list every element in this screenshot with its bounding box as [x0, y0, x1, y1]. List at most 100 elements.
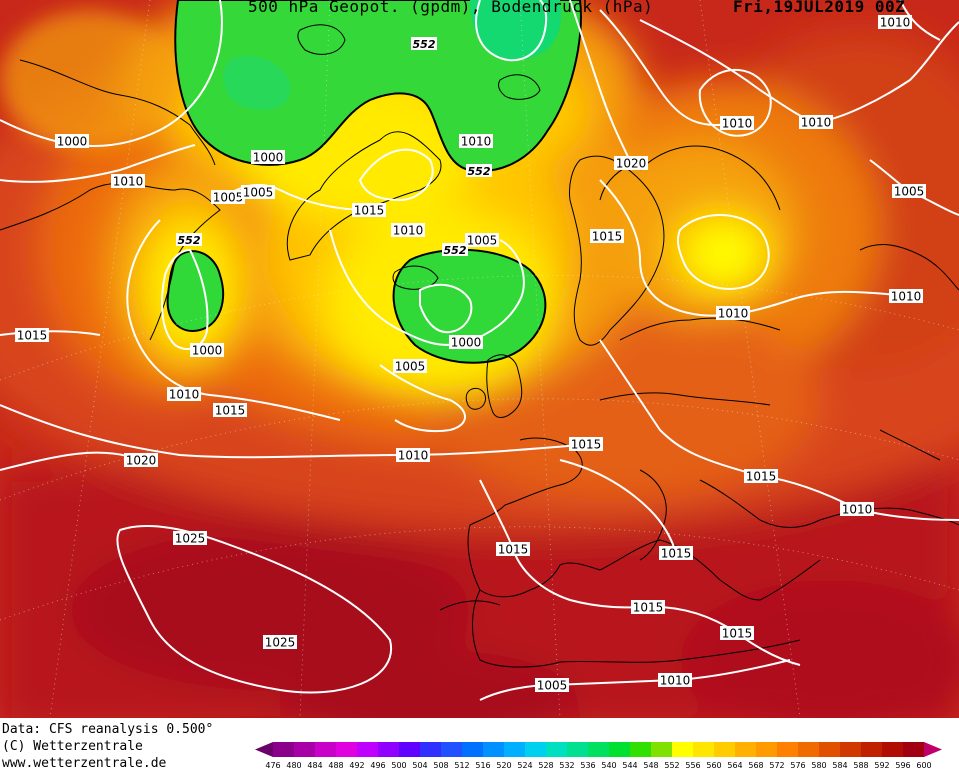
- isobar-label: 1015: [659, 546, 693, 561]
- legend-swatch: [525, 742, 546, 757]
- isobar-label: 1000: [251, 150, 285, 165]
- isobar-label: 1000: [55, 134, 89, 149]
- legend-tick-label: 540: [601, 761, 616, 770]
- isobar-label: 1010: [878, 15, 912, 30]
- legend-tick-label: 528: [538, 761, 553, 770]
- isobar-value: 1010: [880, 16, 911, 30]
- legend-swatch: [735, 742, 756, 757]
- legend-swatch: [609, 742, 630, 757]
- legend-tick-label: 588: [853, 761, 868, 770]
- legend-swatch: [630, 742, 651, 757]
- isobar-value: 1015: [661, 547, 692, 561]
- legend-tick-label: 484: [307, 761, 322, 770]
- isobar-label: 1010: [167, 387, 201, 402]
- isobar-label: 1015: [590, 229, 624, 244]
- legend-swatch: [777, 742, 798, 757]
- legend-swatch: [420, 742, 441, 757]
- isobar-label: 1015: [720, 626, 754, 641]
- legend-swatch: [861, 742, 882, 757]
- legend-tick-label: 500: [391, 761, 406, 770]
- legend-swatch: [378, 742, 399, 757]
- legend-swatch: [588, 742, 609, 757]
- legend-max-arrow: [924, 742, 942, 757]
- legend-tick-label: 524: [517, 761, 532, 770]
- isobar-value: 1010: [801, 116, 832, 130]
- geopotential-value: 552: [178, 234, 201, 247]
- isobar-label: 1005: [465, 233, 499, 248]
- isobar-value: 1000: [451, 336, 482, 350]
- color-field: [0, 0, 959, 718]
- isobar-value: 1010: [718, 307, 749, 321]
- isobar-value: 1010: [891, 290, 922, 304]
- legend-tick-label: 596: [895, 761, 910, 770]
- geopotential-label: 552: [466, 164, 492, 178]
- isobar-label: 1015: [631, 600, 665, 615]
- isobar-value: 1000: [192, 344, 223, 358]
- isobar-value: 1005: [395, 360, 426, 374]
- legend-tick-label: 576: [790, 761, 805, 770]
- isobar-label: 1025: [173, 531, 207, 546]
- isobar-value: 1005: [894, 185, 925, 199]
- isobar-value: 1025: [265, 636, 296, 650]
- low-geopotential-areas: [166, 0, 582, 364]
- isobar-label: 1015: [496, 542, 530, 557]
- geopotential-value: 552: [468, 165, 491, 178]
- isobar-label: 1005: [535, 678, 569, 693]
- isobar-label: 1000: [449, 335, 483, 350]
- isobar-value: 1015: [633, 601, 664, 615]
- legend-tick-label: 508: [433, 761, 448, 770]
- legend-tick-label: 520: [496, 761, 511, 770]
- legend-tick-label: 536: [580, 761, 595, 770]
- isobar-label: 1000: [190, 343, 224, 358]
- legend-swatch: [672, 742, 693, 757]
- legend-tick-label: 496: [370, 761, 385, 770]
- legend-tick-label: 584: [832, 761, 847, 770]
- legend-tick-label: 504: [412, 761, 427, 770]
- isobar-value: 1015: [17, 329, 48, 343]
- isobar-value: 1005: [537, 679, 568, 693]
- isobar-label: 1020: [614, 156, 648, 171]
- isobar-value: 1005: [213, 191, 244, 205]
- legend-swatch: [399, 742, 420, 757]
- isobar-label: 1010: [111, 174, 145, 189]
- geopotential-label: 552: [176, 233, 202, 247]
- copyright: (C) Wetterzentrale: [2, 739, 143, 754]
- legend-min-arrow: [255, 742, 273, 757]
- isobar-label: 1010: [391, 223, 425, 238]
- legend-tick-label: 600: [916, 761, 931, 770]
- isobar-value: 1015: [354, 204, 385, 218]
- website-url[interactable]: www.wetterzentrale.de: [2, 756, 167, 771]
- legend-swatch: [546, 742, 567, 757]
- legend-tick-label: 476: [265, 761, 280, 770]
- legend-swatch: [483, 742, 504, 757]
- legend-tick-label: 532: [559, 761, 574, 770]
- isobar-value: 1010: [169, 388, 200, 402]
- data-source: Data: CFS reanalysis 0.500°: [2, 722, 214, 737]
- legend-tick-label: 480: [286, 761, 301, 770]
- isobar-value: 1010: [722, 117, 753, 131]
- isobar-value: 1010: [842, 503, 873, 517]
- legend-swatch: [273, 742, 294, 757]
- legend-tick-label: 552: [664, 761, 679, 770]
- legend-tick-label: 548: [643, 761, 658, 770]
- legend-tick-label: 572: [769, 761, 784, 770]
- geopotential-value: 552: [413, 38, 436, 51]
- isobar-label: 1010: [889, 289, 923, 304]
- isobar-label: 1010: [799, 115, 833, 130]
- isobar-value: 1010: [660, 674, 691, 688]
- isobar-value: 1015: [592, 230, 623, 244]
- color-legend: 476 480 484 488 492 496 500 504 508 512 516 520 524 5…: [255, 742, 942, 770]
- isobar-value: 1005: [243, 186, 274, 200]
- legend-swatch: [315, 742, 336, 757]
- legend-tick-label: 488: [328, 761, 343, 770]
- legend-tick-label: 516: [475, 761, 490, 770]
- legend-tick-label: 568: [748, 761, 763, 770]
- map-title: 500 hPa Geopot. (gpdm), Bodendruck (hPa): [248, 0, 654, 16]
- isobar-label: 1005: [211, 190, 245, 205]
- isobar-value: 1015: [215, 404, 246, 418]
- legend-swatch: [504, 742, 525, 757]
- legend-tick-label: 564: [727, 761, 742, 770]
- isobar-label: 1010: [459, 134, 493, 149]
